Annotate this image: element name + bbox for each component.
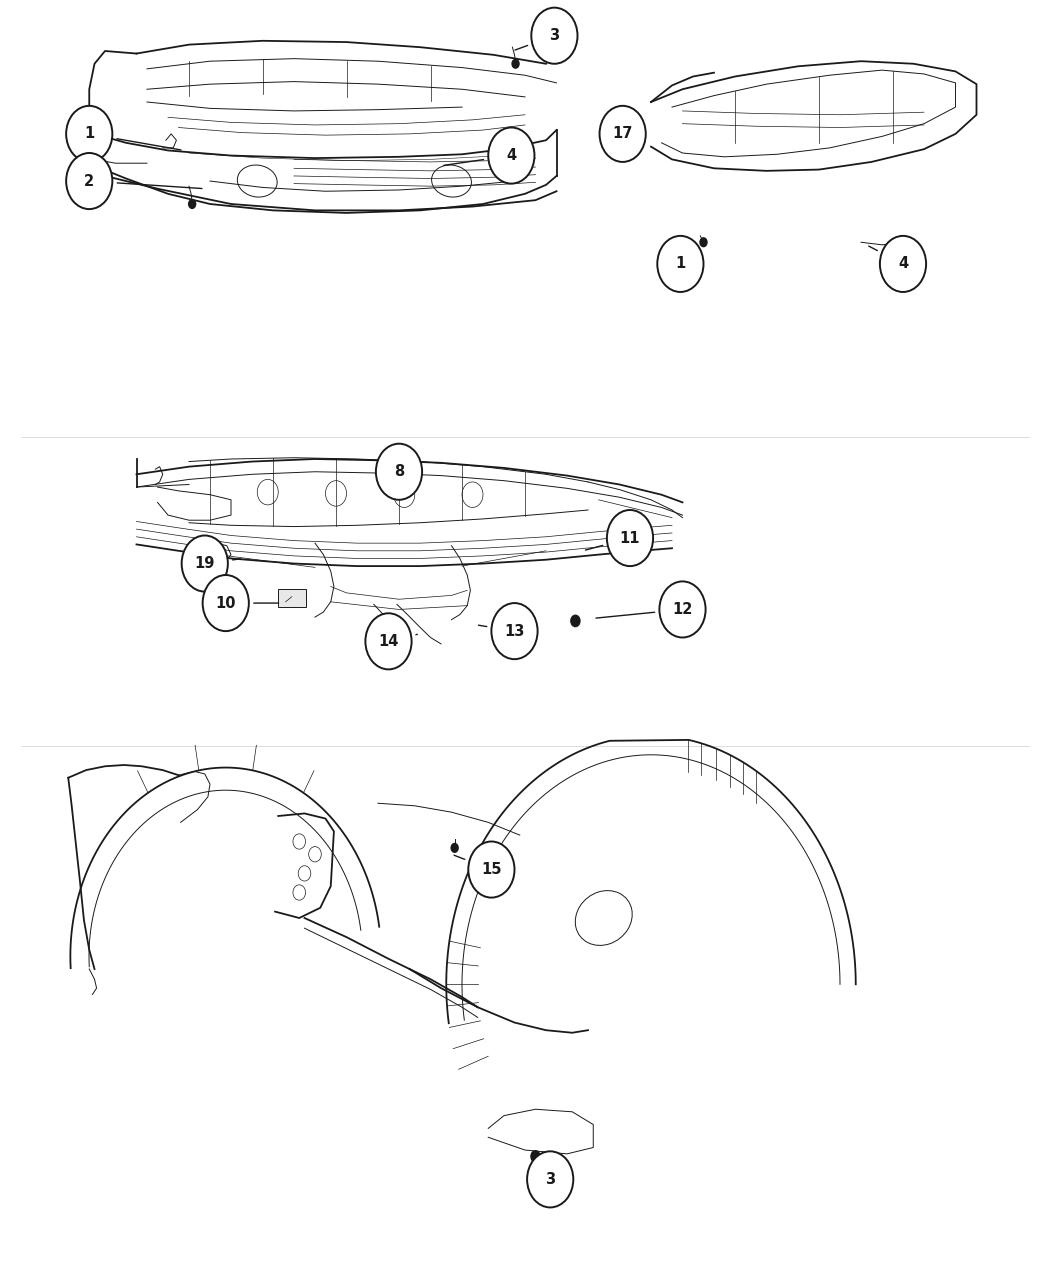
Circle shape: [400, 630, 408, 640]
FancyBboxPatch shape: [278, 589, 306, 607]
Circle shape: [659, 581, 706, 638]
Circle shape: [66, 106, 112, 162]
Circle shape: [657, 236, 704, 292]
Circle shape: [182, 536, 228, 592]
Text: 8: 8: [394, 464, 404, 479]
Text: 12: 12: [672, 602, 693, 617]
Text: 10: 10: [215, 595, 236, 611]
Circle shape: [511, 59, 520, 69]
Text: 11: 11: [620, 530, 640, 546]
Circle shape: [699, 237, 708, 247]
Circle shape: [607, 510, 653, 566]
Circle shape: [880, 236, 926, 292]
Text: 3: 3: [545, 1172, 555, 1187]
Circle shape: [600, 106, 646, 162]
Text: 4: 4: [898, 256, 908, 272]
Circle shape: [468, 842, 514, 898]
Circle shape: [188, 199, 196, 209]
Circle shape: [365, 613, 412, 669]
Circle shape: [488, 128, 534, 184]
Text: 15: 15: [481, 862, 502, 877]
Text: 1: 1: [84, 126, 94, 142]
Text: 1: 1: [675, 256, 686, 272]
Circle shape: [570, 615, 581, 627]
Circle shape: [531, 8, 578, 64]
Text: 17: 17: [612, 126, 633, 142]
Circle shape: [530, 1150, 541, 1163]
Circle shape: [527, 1151, 573, 1207]
Text: 4: 4: [506, 148, 517, 163]
Circle shape: [491, 603, 538, 659]
Text: 19: 19: [194, 556, 215, 571]
Text: 2: 2: [84, 173, 94, 189]
Circle shape: [450, 843, 459, 853]
Circle shape: [66, 153, 112, 209]
Text: 14: 14: [378, 634, 399, 649]
Circle shape: [203, 575, 249, 631]
Circle shape: [376, 444, 422, 500]
Text: 13: 13: [504, 623, 525, 639]
Text: 3: 3: [549, 28, 560, 43]
